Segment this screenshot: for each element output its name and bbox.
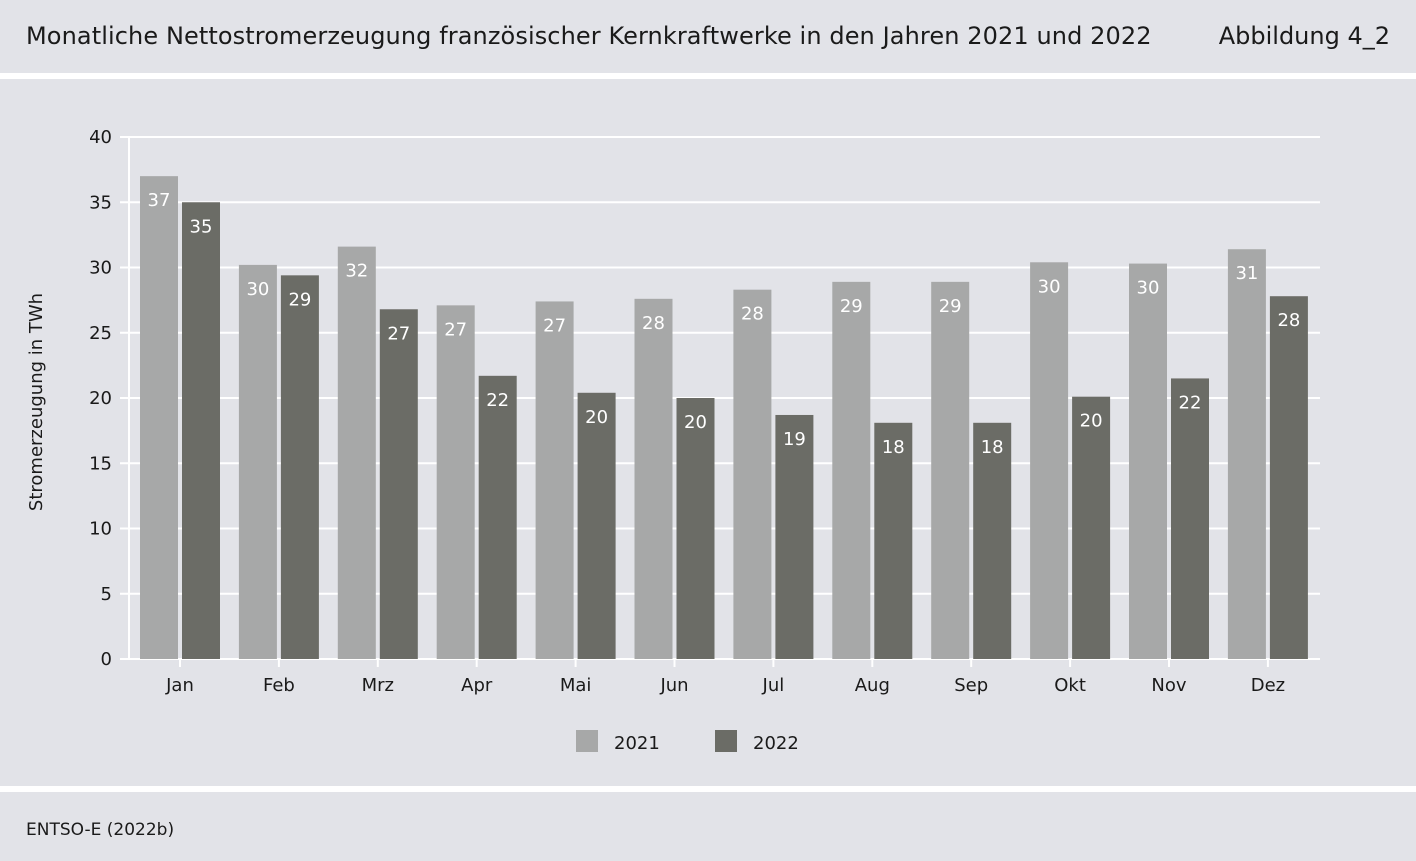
data-label: 29 xyxy=(840,296,863,317)
data-label: 37 xyxy=(148,190,171,211)
bar-2021-mrz xyxy=(337,246,376,659)
data-label: 18 xyxy=(882,437,905,458)
bar-2021-aug xyxy=(832,281,871,659)
figure-label: Abbildung 4_2 xyxy=(1218,22,1390,50)
bar-2021-dez xyxy=(1227,249,1266,660)
x-tick-label: Jun xyxy=(659,675,688,696)
bar-2021-apr xyxy=(436,305,475,659)
legend-swatch-2021 xyxy=(576,730,598,752)
x-tick-label: Aug xyxy=(855,675,890,696)
data-label: 35 xyxy=(190,216,213,237)
data-label: 28 xyxy=(1277,310,1300,331)
x-tick-label: Okt xyxy=(1054,675,1086,696)
bar-2021-jun xyxy=(634,298,673,659)
data-label: 20 xyxy=(585,407,608,428)
x-tick-label: Mai xyxy=(560,675,592,696)
x-tick-label: Sep xyxy=(954,675,988,696)
y-tick-label: 5 xyxy=(101,584,112,605)
bar-chart: 0 5 10 15 20 25 30 35 40 37 35 Jan 30 29 Feb 32 27 Mrz 27 2… xyxy=(26,127,1320,754)
bar-2022-okt xyxy=(1072,396,1111,659)
y-tick-label: 35 xyxy=(89,192,112,213)
data-label: 29 xyxy=(939,296,962,317)
legend-swatch-2022 xyxy=(715,730,737,752)
bar-2022-feb xyxy=(280,275,319,659)
data-label: 22 xyxy=(486,390,509,411)
data-label: 20 xyxy=(1080,411,1103,432)
bar-2021-nov xyxy=(1129,263,1167,659)
x-tick-label: Jul xyxy=(762,675,785,696)
y-tick-label: 15 xyxy=(89,453,112,474)
bar-2022-dez xyxy=(1269,296,1308,659)
data-label: 30 xyxy=(1137,278,1160,299)
data-label: 27 xyxy=(444,319,467,340)
bar-2021-mai xyxy=(535,301,574,659)
y-tick-label: 20 xyxy=(89,388,112,409)
bar-2022-jan xyxy=(182,202,220,659)
footer-bar: ENTSO-E (2022b) xyxy=(0,792,1416,861)
x-tick-label: Dez xyxy=(1251,675,1285,696)
data-label: 30 xyxy=(246,279,269,300)
header-bar: Monatliche Nettostromerzeugung französis… xyxy=(0,0,1416,73)
x-tick-label: Nov xyxy=(1151,675,1186,696)
bar-2022-mrz xyxy=(379,309,418,659)
data-label: 22 xyxy=(1179,392,1202,413)
bar-2021-sep xyxy=(931,281,970,659)
bar-2021-jul xyxy=(733,289,772,659)
y-tick-label: 0 xyxy=(101,649,112,670)
legend-label-2021: 2021 xyxy=(614,733,660,754)
y-tick-label: 25 xyxy=(89,323,112,344)
bar-2022-sep xyxy=(973,422,1012,659)
data-label: 18 xyxy=(981,437,1004,458)
data-label: 19 xyxy=(783,429,806,450)
y-tick-label: 10 xyxy=(89,519,112,540)
x-tick-label: Jan xyxy=(165,675,194,696)
bar-2022-mai xyxy=(577,392,616,659)
x-tick-label: Mrz xyxy=(362,675,394,696)
data-label: 28 xyxy=(642,313,665,334)
data-label: 32 xyxy=(345,261,368,282)
y-tick-label: 40 xyxy=(89,127,112,148)
data-label: 27 xyxy=(387,323,410,344)
x-tick-label: Feb xyxy=(263,675,295,696)
data-label: 28 xyxy=(741,304,764,325)
data-label: 20 xyxy=(684,412,707,433)
data-label: 27 xyxy=(543,315,566,336)
bar-2021-okt xyxy=(1030,262,1069,659)
x-tick-label: Apr xyxy=(461,675,493,696)
source-note: ENTSO-E (2022b) xyxy=(26,820,175,840)
y-tick-label: 30 xyxy=(89,258,112,279)
bar-2022-apr xyxy=(478,375,517,659)
data-label: 31 xyxy=(1235,263,1258,284)
chart-title: Monatliche Nettostromerzeugung französis… xyxy=(26,22,1152,50)
bar-2022-nov xyxy=(1171,378,1209,659)
data-label: 29 xyxy=(288,289,311,310)
bar-2022-jul xyxy=(775,414,814,659)
bar-2021-feb xyxy=(238,264,277,659)
y-axis-label: Stromerzeugung in TWh xyxy=(26,293,47,511)
bar-2022-aug xyxy=(874,422,913,659)
legend-label-2022: 2022 xyxy=(753,733,799,754)
data-label: 30 xyxy=(1038,276,1061,297)
chart-area: 0 5 10 15 20 25 30 35 40 37 35 Jan 30 29 Feb 32 27 Mrz 27 2… xyxy=(0,79,1416,786)
bar-2022-jun xyxy=(676,398,715,659)
bar-2021-jan xyxy=(140,176,178,659)
